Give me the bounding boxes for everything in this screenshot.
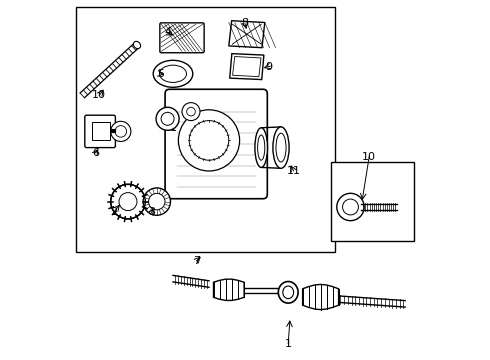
Ellipse shape	[255, 128, 268, 167]
Circle shape	[148, 193, 165, 210]
Text: 10: 10	[92, 90, 106, 100]
Ellipse shape	[278, 282, 298, 303]
Circle shape	[182, 103, 200, 121]
Circle shape	[337, 193, 364, 221]
Circle shape	[119, 193, 137, 211]
Text: 4: 4	[164, 27, 171, 37]
Polygon shape	[229, 21, 265, 48]
Circle shape	[178, 110, 240, 171]
Text: 5: 5	[157, 69, 164, 79]
Circle shape	[189, 121, 229, 160]
Text: 1: 1	[285, 339, 292, 349]
Text: 11: 11	[164, 123, 178, 133]
Ellipse shape	[276, 133, 286, 162]
Text: 10: 10	[362, 152, 376, 162]
Polygon shape	[230, 54, 264, 80]
Circle shape	[343, 199, 358, 215]
Circle shape	[161, 112, 174, 125]
Circle shape	[111, 121, 131, 141]
FancyBboxPatch shape	[160, 23, 204, 53]
FancyBboxPatch shape	[85, 115, 116, 148]
Text: 6: 6	[92, 148, 99, 158]
Text: 9: 9	[265, 62, 272, 72]
Ellipse shape	[283, 286, 294, 299]
Circle shape	[143, 188, 171, 215]
Bar	[76, 7, 335, 252]
Polygon shape	[303, 284, 339, 310]
Bar	[92, 122, 110, 140]
Circle shape	[115, 126, 126, 137]
Circle shape	[187, 107, 196, 116]
Ellipse shape	[258, 135, 265, 160]
Circle shape	[111, 184, 145, 219]
Text: 2: 2	[110, 207, 117, 217]
Text: 3: 3	[148, 207, 155, 217]
Ellipse shape	[273, 127, 289, 168]
Polygon shape	[233, 57, 261, 77]
Circle shape	[156, 107, 179, 130]
Ellipse shape	[133, 41, 141, 49]
Text: 8: 8	[242, 18, 248, 28]
Polygon shape	[214, 279, 244, 301]
Ellipse shape	[153, 60, 193, 87]
Text: 7: 7	[193, 256, 200, 266]
FancyBboxPatch shape	[165, 89, 268, 199]
Ellipse shape	[160, 65, 187, 82]
Bar	[331, 162, 414, 241]
Text: 11: 11	[287, 166, 300, 176]
